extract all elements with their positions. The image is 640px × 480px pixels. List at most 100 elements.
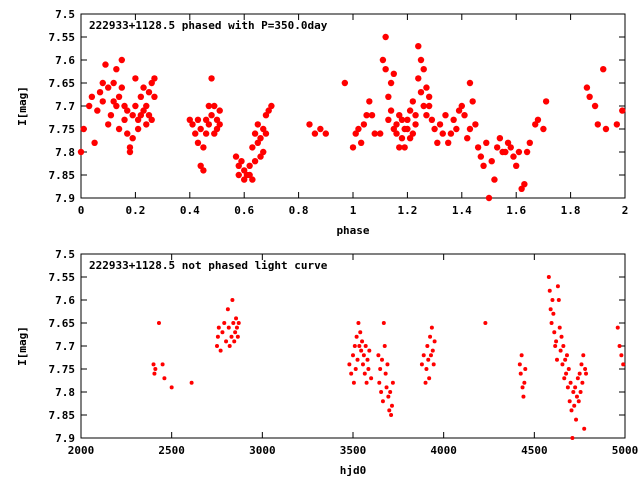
unphased-data-point xyxy=(584,371,589,376)
unphased-data-point xyxy=(218,348,223,353)
unphased-data-point xyxy=(577,371,582,376)
unphased-data-point xyxy=(378,367,383,371)
phased-data-point xyxy=(415,43,422,50)
phased-data-point xyxy=(265,107,272,114)
unphased-data-point xyxy=(366,367,371,371)
unphased-data-point xyxy=(222,321,227,325)
phased-y-axis-title: I[mag] xyxy=(16,86,29,126)
phased-data-point xyxy=(208,112,215,119)
unphased-data-point xyxy=(564,353,569,358)
phased-data-point xyxy=(235,162,242,169)
unphased-data-point xyxy=(151,362,156,367)
phased-data-point xyxy=(349,144,357,151)
unphased-data-point xyxy=(225,307,230,312)
unphased-y-tick-label: 7.75 xyxy=(49,363,76,376)
phased-data-point xyxy=(540,125,547,133)
unphased-data-point xyxy=(389,403,394,408)
phased-data-point xyxy=(216,121,223,128)
unphased-data-point xyxy=(559,334,564,339)
unphased-data-point xyxy=(360,339,365,344)
phased-data-point xyxy=(77,148,85,156)
phased-data-point xyxy=(205,121,213,128)
unphased-data-point xyxy=(571,390,576,394)
phased-data-point xyxy=(132,102,139,110)
unphased-data-point xyxy=(234,316,239,321)
phased-data-point xyxy=(216,107,223,114)
phased-y-tick-label: 7.6 xyxy=(55,54,75,67)
unphased-x-tick-label: 4000 xyxy=(430,444,457,457)
unphased-y-tick-label: 7.65 xyxy=(49,317,76,330)
unphased-data-point xyxy=(574,394,579,399)
phased-data-point xyxy=(363,112,370,119)
phased-y-tick-label: 7.55 xyxy=(49,31,76,44)
phased-y-tick-label: 7.75 xyxy=(49,123,76,136)
phased-data-point xyxy=(398,135,406,142)
unphased-data-point xyxy=(169,385,174,390)
phased-y-tick-label: 7.9 xyxy=(55,192,75,205)
unphased-data-point xyxy=(564,371,569,376)
phased-data-point xyxy=(143,102,150,110)
phased-data-point xyxy=(510,153,517,160)
unphased-data-point xyxy=(518,371,523,376)
unphased-data-point xyxy=(566,367,571,371)
phased-data-point xyxy=(442,112,449,119)
unphased-data-point xyxy=(550,298,555,302)
unphased-data-point xyxy=(569,408,574,413)
unphased-data-point xyxy=(555,357,559,362)
phased-data-point xyxy=(126,148,134,156)
unphased-data-point xyxy=(358,330,363,335)
unphased-data-point xyxy=(483,321,488,325)
unphased-data-point xyxy=(562,376,567,381)
phased-data-point xyxy=(260,125,267,133)
phased-data-point xyxy=(534,116,542,124)
unphased-data-point xyxy=(561,344,566,348)
phased-data-point xyxy=(137,112,145,119)
unphased-data-point xyxy=(357,344,362,348)
phased-data-point xyxy=(145,112,153,119)
unphased-data-point xyxy=(615,325,620,330)
unphased-data-point xyxy=(567,399,572,404)
phased-data-point xyxy=(249,176,256,183)
phased-data-point xyxy=(428,116,436,124)
phased-data-point xyxy=(251,158,259,165)
unphased-data-point xyxy=(367,348,372,353)
phased-data-point xyxy=(594,121,601,128)
phased-data-point xyxy=(485,194,493,202)
phased-data-point xyxy=(213,125,221,133)
phased-data-point xyxy=(401,144,408,151)
phased-data-point xyxy=(390,70,397,78)
phased-data-point xyxy=(469,98,476,105)
phased-data-point xyxy=(121,116,128,124)
phased-data-point xyxy=(118,84,126,91)
unphased-data-point xyxy=(552,330,557,335)
unphased-data-point xyxy=(522,380,527,385)
phased-data-point xyxy=(251,130,259,137)
phased-data-point xyxy=(502,148,509,156)
unphased-data-point xyxy=(387,408,392,413)
unphased-data-point xyxy=(381,321,386,325)
phased-data-point xyxy=(455,107,463,114)
phased-data-point xyxy=(387,79,395,87)
phased-data-point xyxy=(235,171,242,179)
phased-data-point xyxy=(124,130,131,137)
phased-annotation: 222933+1128.5 phased with P=350.0day xyxy=(89,19,328,32)
phased-data-point xyxy=(439,130,446,137)
phased-data-point xyxy=(532,121,539,128)
phased-data-point xyxy=(466,79,474,87)
phased-x-tick-label: 1.6 xyxy=(506,204,526,217)
phased-data-point xyxy=(513,162,520,169)
unphased-data-point xyxy=(563,357,568,362)
phased-data-point xyxy=(260,148,267,156)
phased-x-tick-label: 0.2 xyxy=(125,204,145,217)
phased-data-point xyxy=(113,66,120,73)
unphased-data-point xyxy=(573,385,578,390)
phased-data-point xyxy=(480,162,487,169)
unphased-data-point xyxy=(425,344,430,348)
phased-data-point xyxy=(450,116,457,124)
phased-data-point xyxy=(406,135,414,142)
unphased-data-point xyxy=(235,334,240,339)
phased-data-point xyxy=(504,139,512,146)
unphased-y-tick-label: 7.6 xyxy=(55,294,75,307)
phased-data-point xyxy=(115,93,123,101)
phased-data-point xyxy=(189,121,196,128)
